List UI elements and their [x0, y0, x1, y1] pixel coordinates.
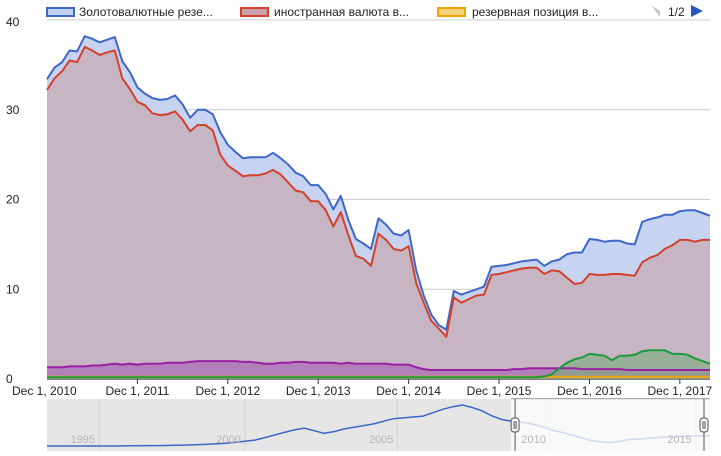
navigator-year-label: 2005	[369, 434, 393, 446]
y-tick-label: 20	[6, 193, 20, 207]
x-tick-label: Dec 1, 2014	[376, 384, 441, 398]
navigator-year-labels: 1995 2000 2005 2010 2015	[71, 434, 692, 446]
series-3-line[interactable]	[47, 360, 710, 371]
x-tick-label: Dec 1, 2017	[648, 384, 713, 398]
y-tick-label: 40	[6, 15, 20, 29]
legend-swatch-reserve-position[interactable]	[437, 7, 466, 17]
y-tick-label: 30	[6, 103, 20, 117]
y-tick-label: 10	[6, 282, 20, 296]
navigator-right-handle[interactable]	[699, 399, 709, 451]
legend-next-page-icon[interactable]	[691, 5, 703, 17]
navigator-selected-range[interactable]	[511, 399, 710, 451]
legend-label-foreign-currency[interactable]: иностранная валюта в...	[274, 5, 409, 19]
legend-page-indicator: 1/2	[668, 5, 685, 19]
navigator-year-label: 1995	[71, 434, 95, 446]
navigator-grip-icon[interactable]	[510, 417, 520, 433]
plot-lines	[46, 35, 711, 379]
series-1-area	[47, 46, 710, 380]
x-tick-label: Dec 1, 2016	[557, 384, 622, 398]
range-navigator[interactable]: 1995 2000 2005 2010 2015	[47, 398, 710, 451]
series-4-line[interactable]	[47, 349, 711, 379]
x-tick-label: Dec 1, 2015	[467, 384, 532, 398]
x-tick-label: Dec 1, 2013	[286, 384, 351, 398]
navigator-year-label: 2000	[216, 434, 240, 446]
x-tick-label: Dec 1, 2010	[12, 384, 77, 398]
navigator-year-label: 2015	[667, 434, 691, 446]
x-axis: Dec 1, 2010 Dec 1, 2011 Dec 1, 2012 Dec 1, …	[12, 379, 713, 398]
series-0-line[interactable]	[46, 35, 711, 331]
legend-swatch-foreign-currency[interactable]	[240, 7, 269, 17]
series-3-area	[47, 361, 710, 379]
plot-areas	[47, 36, 710, 380]
legend-swatch-total-reserves[interactable]	[46, 7, 75, 17]
navigator-year-label: 2010	[521, 434, 545, 446]
series-1-line[interactable]	[46, 45, 710, 338]
x-tick-label: Dec 1, 2012	[195, 384, 260, 398]
y-axis: 0 10 20 30 40	[6, 15, 20, 386]
legend-label-total-reserves[interactable]: Золотовалютные резе...	[79, 5, 213, 19]
x-tick-label: Dec 1, 2011	[105, 384, 169, 398]
navigator-grip-icon[interactable]	[699, 417, 709, 433]
y-tick-label: 0	[6, 372, 13, 386]
legend: Золотовалютные резе... иностранная валют…	[46, 5, 703, 19]
navigator-left-handle[interactable]	[510, 399, 520, 451]
legend-label-reserve-position[interactable]: резервная позиция в...	[472, 5, 598, 19]
legend-prev-page-icon[interactable]	[651, 5, 660, 17]
